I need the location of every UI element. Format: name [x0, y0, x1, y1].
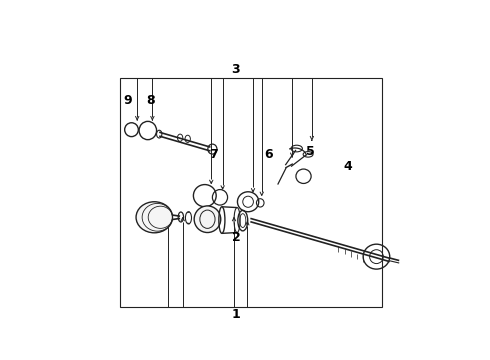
Text: 2: 2: [232, 231, 240, 244]
Text: 1: 1: [232, 308, 240, 321]
Text: 9: 9: [123, 94, 132, 107]
Text: 6: 6: [264, 148, 272, 161]
Bar: [120, 78, 382, 307]
Text: 8: 8: [146, 94, 155, 107]
Ellipse shape: [136, 202, 172, 233]
Text: 4: 4: [343, 160, 352, 173]
Text: 5: 5: [306, 145, 315, 158]
Ellipse shape: [194, 206, 221, 233]
Text: 3: 3: [232, 63, 240, 76]
Text: 7: 7: [209, 148, 218, 161]
